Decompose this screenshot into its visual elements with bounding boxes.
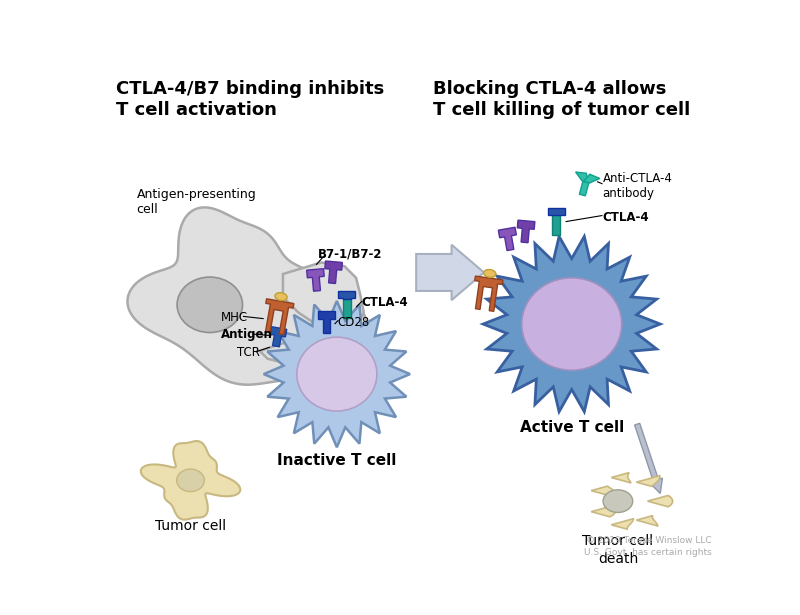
Polygon shape xyxy=(283,263,364,331)
Polygon shape xyxy=(584,174,600,183)
Text: CTLA-4: CTLA-4 xyxy=(602,211,649,224)
Polygon shape xyxy=(548,208,565,215)
Text: Inactive T cell: Inactive T cell xyxy=(277,453,397,467)
Text: MHC: MHC xyxy=(222,311,249,324)
Polygon shape xyxy=(127,207,368,385)
Text: Antigen: Antigen xyxy=(222,328,274,341)
Polygon shape xyxy=(636,476,660,486)
Polygon shape xyxy=(636,515,658,526)
Polygon shape xyxy=(474,276,503,311)
Polygon shape xyxy=(266,299,294,335)
Polygon shape xyxy=(591,506,616,517)
Polygon shape xyxy=(318,311,335,333)
Text: Tumor cell: Tumor cell xyxy=(155,519,226,533)
FancyArrow shape xyxy=(416,245,484,300)
Text: Active T cell: Active T cell xyxy=(519,420,624,435)
Text: Antigen-presenting
cell: Antigen-presenting cell xyxy=(137,188,256,216)
Ellipse shape xyxy=(177,277,242,333)
Text: CTLA-4: CTLA-4 xyxy=(362,296,408,309)
Polygon shape xyxy=(579,181,589,196)
Text: Blocking CTLA-4 allows
T cell killing of tumor cell: Blocking CTLA-4 allows T cell killing of… xyxy=(433,80,690,119)
Polygon shape xyxy=(270,327,286,347)
Ellipse shape xyxy=(297,337,377,411)
Bar xyxy=(553,213,560,235)
Polygon shape xyxy=(498,228,516,250)
Polygon shape xyxy=(575,172,588,183)
Polygon shape xyxy=(141,441,240,520)
Polygon shape xyxy=(325,261,342,284)
Text: B7-1/B7-2: B7-1/B7-2 xyxy=(318,248,382,261)
Polygon shape xyxy=(483,236,660,411)
Polygon shape xyxy=(647,496,673,507)
Text: Anti-CTLA-4
antibody: Anti-CTLA-4 antibody xyxy=(602,172,672,200)
Ellipse shape xyxy=(275,293,287,301)
Polygon shape xyxy=(306,269,324,291)
Text: CD28: CD28 xyxy=(338,315,370,328)
Text: Tumor cell
death: Tumor cell death xyxy=(582,534,654,566)
Text: © 2019 Terese Winslow LLC
U.S. Govt. has certain rights: © 2019 Terese Winslow LLC U.S. Govt. has… xyxy=(584,536,712,557)
Polygon shape xyxy=(264,301,410,447)
Bar xyxy=(343,296,350,318)
Polygon shape xyxy=(518,220,535,243)
Polygon shape xyxy=(260,339,314,367)
Text: TCR: TCR xyxy=(237,346,260,359)
Text: CTLA-4/B7 binding inhibits
T cell activation: CTLA-4/B7 binding inhibits T cell activa… xyxy=(116,80,384,119)
FancyArrow shape xyxy=(634,423,662,493)
Ellipse shape xyxy=(484,269,496,277)
Ellipse shape xyxy=(177,469,205,491)
Polygon shape xyxy=(338,291,355,299)
Ellipse shape xyxy=(522,278,622,370)
Polygon shape xyxy=(591,486,615,497)
Polygon shape xyxy=(611,518,634,529)
Polygon shape xyxy=(611,472,631,483)
Ellipse shape xyxy=(603,490,633,512)
